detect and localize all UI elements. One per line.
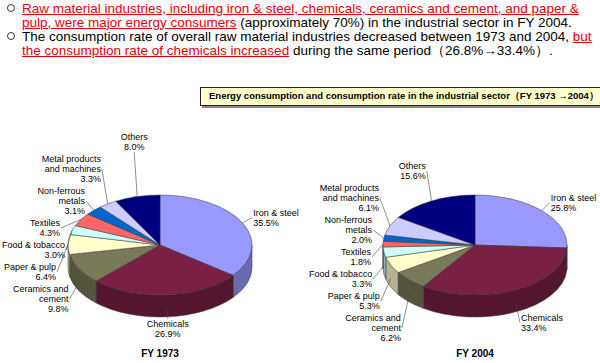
slice-label: Iron & steel25.8%	[551, 193, 597, 213]
slice-label: Others8.0%	[121, 132, 148, 152]
slice-label: Chemicals26.9%	[147, 319, 189, 339]
leader-line	[134, 152, 137, 197]
slice-label: Food & tobacco3.0%	[2, 240, 65, 260]
category-label: Food & tobacco	[2, 240, 65, 250]
chart-title: FY 1973	[141, 348, 179, 359]
slice-label: Ceramics and cement9.8%	[3, 284, 69, 314]
bullet-text: during the same period（26.8%→33.4%）.	[289, 43, 553, 58]
slice-label: Metal products and machines6.1%	[313, 183, 379, 213]
slice-label: Others15.6%	[399, 161, 426, 181]
bullet-list: Raw material industries, including iron …	[4, 2, 594, 58]
leader-line	[70, 282, 80, 299]
category-label: Others	[121, 132, 148, 142]
category-label: Non-ferrous metals	[306, 215, 372, 235]
category-label: Textiles	[341, 247, 371, 257]
category-label: Paper & pulp	[4, 262, 56, 272]
pie	[68, 195, 252, 317]
data-label: 5.3%	[328, 301, 380, 311]
data-label: 6.2%	[335, 333, 401, 343]
data-label: 15.6%	[399, 171, 426, 181]
category-label: Iron & steel	[551, 193, 597, 203]
page: Raw material industries, including iron …	[0, 0, 600, 363]
slice-label: Iron & steel35.5%	[253, 208, 299, 228]
data-label: 1.8%	[341, 257, 371, 267]
leader-line	[166, 308, 168, 319]
label-layer: Iron & steel35.5%Chemicals26.9%Ceramics …	[0, 0, 600, 363]
data-label: 25.8%	[551, 203, 597, 213]
category-label: Others	[399, 161, 426, 171]
category-label: Chemicals	[147, 319, 189, 329]
leader-line	[542, 203, 550, 211]
leader-line	[516, 303, 520, 323]
slice-label: Food & tobacco3.3%	[309, 269, 372, 289]
slice-label: Textiles4.3%	[30, 218, 60, 238]
data-label: 2.0%	[306, 235, 372, 245]
data-label: 35.5%	[253, 218, 299, 228]
slice-label: Textiles1.8%	[341, 247, 371, 267]
bullet-text: (approximately 70%) in the industrial se…	[237, 15, 572, 30]
data-label: 8.0%	[121, 142, 148, 152]
leader-line	[402, 293, 410, 328]
data-label: 6.1%	[313, 203, 379, 213]
data-label: 3.3%	[309, 279, 372, 289]
slice-label: Non-ferrous metals3.1%	[19, 186, 85, 216]
data-label: 6.4%	[4, 272, 56, 282]
leader-line	[381, 278, 391, 301]
category-label: Metal products and machines	[313, 183, 379, 203]
data-label: 9.8%	[3, 304, 69, 314]
category-label: Textiles	[30, 218, 60, 228]
data-label: 3.0%	[2, 250, 65, 260]
leader-line	[372, 244, 383, 257]
leader-line	[427, 171, 432, 201]
slice-label: Paper & pulp6.4%	[4, 262, 56, 282]
category-label: Ceramics and cement	[3, 284, 69, 304]
slice	[116, 195, 160, 245]
data-label: 3.1%	[19, 206, 85, 216]
chart-title: FY 2004	[456, 348, 494, 359]
slice-label: Chemicals33.4%	[521, 313, 563, 333]
banner: Energy consumption and consumption rate …	[200, 87, 600, 106]
bullet: The consumption rate of overall raw mate…	[4, 30, 594, 57]
leader-line	[373, 230, 384, 238]
bullet: Raw material industries, including iron …	[4, 2, 594, 29]
leader-line	[86, 201, 94, 210]
bullet-marker	[7, 32, 15, 40]
category-label: Non-ferrous metals	[19, 186, 85, 206]
leader-line	[102, 169, 108, 204]
data-label: 26.9%	[147, 329, 189, 339]
leader-line	[380, 198, 390, 226]
category-label: Ceramics and cement	[335, 313, 401, 333]
data-label: 33.4%	[521, 323, 563, 333]
category-label: Food & tobacco	[309, 269, 372, 279]
leader-line	[373, 265, 384, 279]
slice-label: Paper & pulp5.3%	[328, 291, 380, 311]
bullet-text: The consumption rate of overall raw mate…	[22, 29, 573, 44]
category-label: Paper & pulp	[328, 291, 380, 301]
category-label: Chemicals	[521, 313, 563, 323]
category-label: Metal products and machines	[35, 154, 101, 174]
leader-line	[243, 218, 253, 223]
leader-line	[61, 220, 81, 229]
slice	[398, 195, 475, 245]
leader-line	[66, 230, 72, 250]
data-label: 4.3%	[30, 228, 60, 238]
slice-label: Metal products and machines3.3%	[35, 154, 101, 184]
slice-label: Non-ferrous metals2.0%	[306, 215, 372, 245]
bullet-marker	[7, 4, 15, 12]
slice-label: Ceramics and cement6.2%	[335, 313, 401, 343]
category-label: Iron & steel	[253, 208, 299, 218]
pie	[383, 195, 567, 317]
data-label: 3.3%	[35, 174, 101, 184]
